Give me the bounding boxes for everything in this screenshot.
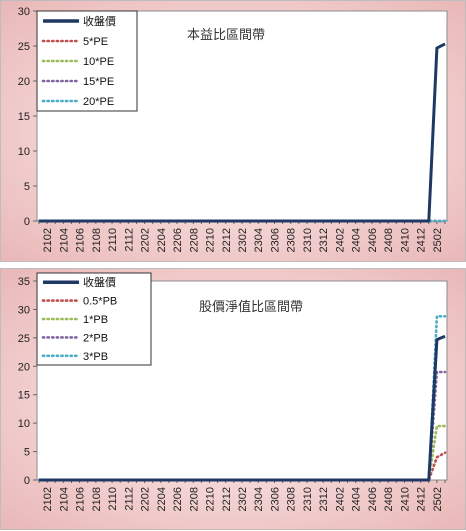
y-tick-label: 10 (18, 146, 30, 158)
x-tick-label: 2402 (334, 487, 346, 511)
x-tick-label: 2304 (253, 487, 265, 511)
y-tick-label: 5 (24, 181, 30, 193)
x-tick-label: 2212 (221, 487, 233, 511)
y-tick-label: 35 (18, 276, 30, 288)
series-line-0 (39, 334, 446, 482)
x-tick-label: 2412 (416, 487, 428, 511)
x-tick-label: 2202 (140, 228, 152, 252)
x-tick-label: 2104 (58, 228, 70, 252)
y-tick-label: 20 (18, 76, 30, 88)
y-tick-label: 25 (18, 41, 30, 53)
legend-label-3: 15*PE (83, 76, 114, 88)
legend-label-2: 10*PE (83, 56, 114, 68)
x-tick-label: 2210 (205, 228, 217, 252)
x-tick-label: 2302 (237, 487, 249, 511)
y-tick-label: 30 (18, 6, 30, 18)
x-tick-label: 2406 (367, 228, 379, 252)
legend-label-4: 20*PE (83, 96, 114, 108)
legend-label-3: 2*PB (83, 332, 108, 344)
x-tick-label: 2502 (432, 487, 444, 511)
x-tick-label: 2206 (172, 487, 184, 511)
x-tick-label: 2304 (253, 228, 265, 252)
x-tick-label: 2212 (221, 228, 233, 252)
x-tick-label: 2108 (91, 228, 103, 252)
x-tick-label: 2308 (286, 487, 298, 511)
x-tick-label: 2108 (91, 487, 103, 511)
x-tick-label: 2310 (302, 228, 314, 252)
x-tick-label: 2306 (269, 228, 281, 252)
y-tick-label: 0 (24, 475, 30, 487)
x-tick-label: 2206 (172, 228, 184, 252)
x-tick-label: 2106 (75, 228, 87, 252)
legend-label-1: 5*PE (83, 36, 108, 48)
x-tick-label: 2408 (383, 228, 395, 252)
pe-band-chart-svg: 0 5 10 15 20 25 30 2102 2104 2106 2108 2110 2112 2202… (18, 6, 448, 252)
legend-label-0: 收盤價 (83, 14, 116, 28)
x-tick-label: 2204 (156, 228, 168, 252)
y-tick-label: 15 (18, 390, 30, 402)
x-tick-label: 2208 (188, 228, 200, 252)
x-tick-label: 2110 (107, 228, 119, 252)
pb-band-chart-svg: 0 5 10 15 20 25 30 35 2102 2104 2106 2108 2110 2112 22… (18, 272, 448, 511)
y-tick-label: 10 (18, 418, 30, 430)
x-tick-label: 2412 (416, 228, 428, 252)
x-tick-label: 2204 (156, 487, 168, 511)
x-tick-label: 2210 (205, 487, 217, 511)
legend-label-4: 3*PB (83, 351, 108, 363)
x-tick-label: 2410 (399, 487, 411, 511)
y-tick-label: 25 (18, 333, 30, 345)
x-tick-label: 2102 (42, 228, 54, 252)
x-tick-label: 2202 (140, 487, 152, 511)
x-tick-label: 2110 (107, 487, 119, 511)
legend-label-1: 0.5*PB (83, 296, 117, 308)
x-tick-label: 2312 (318, 228, 330, 252)
x-tick-label: 2404 (351, 487, 363, 511)
y-tick-label: 15 (18, 111, 30, 123)
y-tick-label: 0 (24, 216, 30, 228)
x-tick-label: 2104 (58, 487, 70, 511)
x-tick-label: 2208 (188, 487, 200, 511)
y-tick-label: 5 (24, 447, 30, 459)
x-tick-label: 2408 (383, 487, 395, 511)
legend-label-2: 1*PB (83, 314, 108, 326)
x-tick-label: 2106 (75, 487, 87, 511)
x-tick-label: 2306 (269, 487, 281, 511)
x-tick-label: 2112 (123, 228, 135, 252)
chart-title: 股價淨值比區間帶 (199, 299, 303, 314)
chart-title: 本益比區間帶 (187, 27, 265, 42)
x-tick-label: 2410 (399, 228, 411, 252)
pe-band-chart: 0 5 10 15 20 25 30 2102 2104 2106 2108 2110 2112 2202… (0, 0, 466, 262)
x-tick-label: 2310 (302, 487, 314, 511)
legend-label-0: 收盤價 (83, 275, 116, 289)
x-tick-label: 2402 (334, 228, 346, 252)
y-tick-label: 20 (18, 361, 30, 373)
x-tick-label: 2112 (123, 487, 135, 511)
x-tick-label: 2302 (237, 228, 249, 252)
x-tick-label: 2308 (286, 228, 298, 252)
x-tick-label: 2102 (42, 487, 54, 511)
x-tick-label: 2404 (351, 228, 363, 252)
legend: 收盤價 5*PE 10*PE 15*PE 20*PE (36, 10, 138, 112)
x-tick-label: 2406 (367, 487, 379, 511)
x-tick-label: 2502 (432, 228, 444, 252)
x-tick-label: 2312 (318, 487, 330, 511)
pb-band-chart: 0 5 10 15 20 25 30 35 2102 2104 2106 2108 2110 2112 22… (0, 268, 466, 530)
series-line-0 (39, 42, 446, 223)
y-tick-label: 30 (18, 304, 30, 316)
legend: 收盤價 0.5*PB 1*PB 2*PB 3*PB (36, 272, 152, 366)
